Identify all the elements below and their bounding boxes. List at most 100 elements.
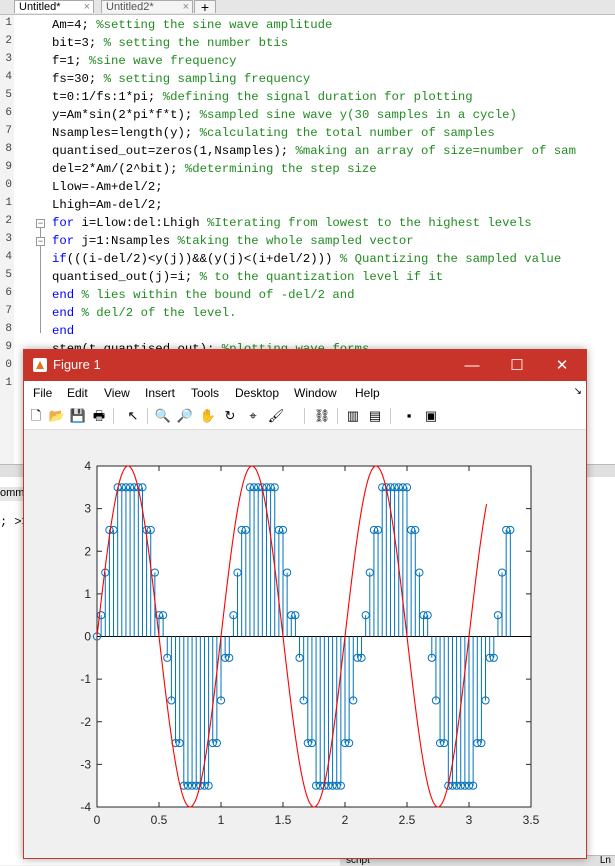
legend-icon[interactable]: ▤	[368, 408, 382, 423]
close-button[interactable]: ✕	[555, 357, 569, 374]
stem-marker	[369, 525, 379, 535]
hide-plot-tools-icon[interactable]: ▪	[406, 408, 412, 423]
colorbar-icon[interactable]: ▥	[346, 408, 360, 423]
y-tick-label: 4	[84, 459, 91, 473]
maximize-button[interactable]: ☐	[510, 357, 524, 374]
tab-untitled[interactable]: Untitled* ×	[14, 0, 94, 13]
new-figure-icon[interactable]: 🗋	[30, 408, 42, 423]
stem-marker	[452, 781, 461, 790]
brush-icon[interactable]: 🖌	[267, 408, 285, 423]
command-window-title: omm	[0, 487, 30, 501]
stem-marker	[497, 568, 507, 577]
stem-marker	[402, 483, 412, 492]
comment-token: %determining the step size	[184, 162, 377, 176]
zoom-in-icon[interactable]: 🔍	[154, 408, 172, 423]
menu-help[interactable]: Help	[355, 386, 380, 400]
stem-marker	[493, 611, 503, 620]
command-prompt[interactable]: ; >>	[0, 515, 29, 529]
status-line-indicator: Ln	[599, 855, 611, 866]
comment-token: %making an array of size=number of sam	[295, 144, 576, 158]
menu-desktop[interactable]: Desktop	[235, 386, 280, 400]
stem-marker	[121, 483, 131, 492]
line-number: 0	[5, 179, 12, 191]
line-number: 6	[5, 107, 12, 119]
code-line: Nsamples=length(y); %calculating the tot…	[52, 124, 495, 142]
stem-marker	[349, 696, 358, 705]
stem-marker	[249, 483, 259, 492]
show-plot-tools-icon[interactable]: ▣	[424, 408, 438, 423]
stem-marker	[212, 738, 221, 748]
tab-label: Untitled*	[19, 1, 61, 13]
x-tick-label: 3	[466, 813, 473, 827]
code-token: (((i-del/2)<y(j))&&(y(j)<(i+del/2)))	[66, 252, 340, 266]
sine-wave-line	[96, 465, 488, 808]
code-line: f=1; %sine wave frequency	[52, 52, 237, 70]
stem-marker	[225, 653, 234, 662]
close-tab-icon[interactable]: ×	[83, 1, 90, 13]
code-token: y=Am*sin(2*pi*f*t);	[52, 108, 200, 122]
tab-untitled2[interactable]: Untitled2* ×	[101, 0, 193, 13]
stem-marker	[373, 525, 383, 535]
stem-marker	[262, 483, 271, 492]
figure-canvas[interactable]: 0 0.5 1 1.5 2 2.5 3 3.5 -4 -3 -2 -1 0 1 2 3 4	[24, 430, 586, 858]
code-line: end % lies within the bound of -del/2 an…	[52, 286, 355, 304]
line-number-gutter: 1 2 3 4 5 6 7 8 9 0 1 2 3 4 5 6 7 8 9 0 1	[0, 15, 14, 465]
menu-edit[interactable]: Edit	[67, 386, 88, 400]
menu-view[interactable]: View	[104, 386, 130, 400]
pan-icon[interactable]: ✋	[199, 408, 217, 423]
stem-marker	[353, 653, 362, 662]
stem-marker	[357, 653, 366, 662]
fold-toggle-icon[interactable]: −	[36, 236, 45, 246]
line-number: 0	[5, 359, 12, 371]
toolbar-separator	[113, 408, 114, 424]
figure-window: Figure 1 — ☐ ✕ File Edit View Insert Too…	[23, 349, 587, 859]
menu-insert[interactable]: Insert	[145, 386, 176, 400]
x-tick-label: 1	[218, 813, 225, 827]
code-line: Llow=-Am+del/2;	[52, 178, 163, 196]
comment-token: %defining the signal duration for plotti…	[162, 90, 473, 104]
stem-marker	[266, 483, 275, 492]
comment-token: % to the quantization level if it	[199, 270, 444, 284]
stem-plot[interactable]: 0 0.5 1 1.5 2 2.5 3 3.5 -4 -3 -2 -1 0 1 2 3 4	[24, 430, 586, 858]
menu-tools[interactable]: Tools	[191, 386, 220, 400]
code-line: quantised_out=zeros(1,Nsamples); %making…	[52, 142, 576, 160]
pointer-icon[interactable]: ↖	[127, 408, 139, 423]
toolbar-separator	[147, 408, 148, 424]
code-token: quantised_out=zeros(1,Nsamples);	[52, 144, 296, 158]
open-file-icon[interactable]: 📂	[48, 408, 66, 423]
line-number: 1	[5, 197, 12, 209]
close-tab-icon[interactable]: ×	[182, 1, 189, 13]
stem-marker	[336, 781, 345, 790]
fold-toggle-icon[interactable]: −	[36, 218, 45, 228]
stem-marker	[435, 738, 445, 748]
stem-marker	[200, 781, 209, 790]
data-cursor-icon[interactable]: ⌖	[249, 408, 257, 423]
save-icon[interactable]: 💾	[69, 408, 87, 423]
y-tick-label: 3	[84, 502, 91, 516]
menu-window[interactable]: Window	[294, 386, 337, 400]
stem-marker	[295, 653, 304, 662]
code-line: y=Am*sin(2*pi*f*t); %sampled sine wave y…	[52, 106, 517, 124]
code-line: for i=Llow:del:Lhigh %Iterating from low…	[52, 214, 532, 232]
stem-marker	[473, 738, 482, 748]
menu-file[interactable]: File	[33, 386, 53, 400]
link-plot-icon[interactable]: ⛓	[313, 408, 331, 423]
stem-marker	[208, 738, 217, 748]
dock-arrow-icon[interactable]: ↘	[573, 386, 582, 397]
zoom-out-icon[interactable]: 🔎	[176, 408, 194, 423]
y-tick-label: -3	[80, 757, 91, 771]
y-tick-label: -2	[80, 715, 91, 729]
rotate-icon[interactable]: ↻	[224, 408, 236, 423]
add-tab-button[interactable]: +	[194, 0, 216, 14]
comment-token: % del/2 of the level.	[81, 306, 237, 320]
figure-title-bar[interactable]: Figure 1 — ☐ ✕	[24, 350, 586, 381]
keyword-token: end	[52, 306, 82, 320]
stem-marker	[291, 611, 300, 620]
stem-marker	[159, 611, 168, 620]
comment-token: %Iterating from lowest to the highest le…	[206, 216, 532, 230]
code-token: Nsamples=length(y);	[52, 126, 200, 140]
minimize-button[interactable]: —	[464, 357, 480, 374]
print-icon[interactable]: 🖶	[92, 408, 106, 423]
stem-marker	[440, 738, 449, 748]
stem-marker	[183, 781, 193, 790]
